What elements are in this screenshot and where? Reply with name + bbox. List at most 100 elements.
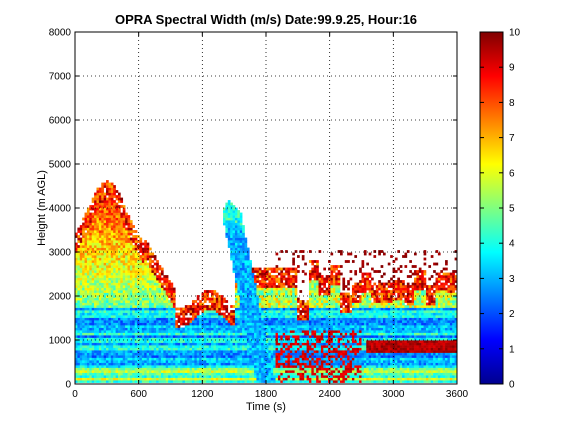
heatmap-cell [141, 300, 145, 303]
heatmap-cell [230, 215, 233, 218]
heatmap-cell [225, 325, 229, 328]
heatmap-cell [242, 337, 245, 341]
heatmap-cell [129, 310, 133, 313]
heatmap-cell [141, 310, 145, 313]
heatmap-cell [244, 250, 248, 253]
heatmap-cell [96, 365, 100, 368]
heatmap-cell [246, 372, 250, 376]
heatmap-cell [75, 355, 78, 358]
heatmap-cell [122, 277, 126, 281]
heatmap-cell [292, 300, 295, 303]
heatmap-cell [175, 335, 178, 338]
heatmap-cell [110, 252, 114, 256]
heatmap-cell [110, 275, 114, 278]
heatmap-cell [194, 307, 198, 311]
heatmap-cell [251, 315, 255, 318]
heatmap-cell [96, 225, 100, 228]
heatmap-cell [237, 372, 241, 376]
heatmap-cell [203, 305, 207, 308]
heatmap-cell [261, 372, 264, 376]
heatmap-cell [203, 292, 207, 296]
heatmap-cell [129, 367, 133, 371]
heatmap-cell [120, 252, 124, 256]
heatmap-cell [239, 367, 243, 371]
heatmap-cell [289, 285, 293, 288]
heatmap-cell [249, 370, 252, 373]
heatmap-cell [273, 290, 276, 293]
heatmap-cell [117, 300, 121, 303]
heatmap-cell [113, 280, 116, 283]
heatmap-cell [117, 350, 121, 353]
heatmap-cell [301, 255, 305, 258]
heatmap-cell [275, 325, 279, 328]
heatmap-cell [113, 255, 116, 258]
heatmap-cell [280, 285, 284, 288]
heatmap-cell [141, 327, 145, 331]
heatmap-cell [266, 295, 269, 298]
heatmap-cell [160, 372, 164, 376]
heatmap-cell [141, 307, 145, 311]
heatmap-cell [117, 312, 121, 316]
heatmap-cell [251, 345, 255, 348]
heatmap-cell [237, 285, 241, 288]
heatmap-cell [120, 285, 124, 288]
heatmap-cell [117, 330, 121, 333]
heatmap-cell [297, 332, 300, 336]
heatmap-cell [153, 340, 157, 343]
heatmap-cell [156, 282, 159, 286]
heatmap-cell [96, 295, 100, 298]
heatmap-cell [149, 252, 152, 256]
heatmap-cell [137, 257, 140, 261]
heatmap-cell [89, 330, 93, 333]
heatmap-cell [191, 367, 195, 371]
heatmap-cell [115, 227, 119, 231]
heatmap-cell [201, 360, 205, 363]
heatmap-cell [129, 332, 133, 336]
heatmap-cell [77, 300, 81, 303]
heatmap-cell [287, 292, 291, 296]
heatmap-cell [282, 282, 286, 286]
heatmap-cell [227, 330, 231, 333]
heatmap-cell [153, 287, 157, 291]
heatmap-cell [141, 297, 145, 301]
heatmap-cell [113, 267, 116, 271]
heatmap-cell [213, 352, 217, 356]
heatmap-cell [165, 360, 169, 363]
heatmap-cell [280, 290, 284, 293]
heatmap-cell [163, 342, 167, 346]
heatmap-cell [213, 315, 217, 318]
heatmap-cell [91, 262, 95, 266]
heatmap-cell [299, 332, 303, 336]
heatmap-cell [113, 297, 116, 301]
heatmap-cell [223, 370, 226, 373]
heatmap-cell [139, 257, 143, 261]
heatmap-cell [103, 235, 107, 238]
heatmap-cell [292, 347, 295, 351]
heatmap-cell [106, 307, 109, 311]
heatmap-cell [103, 327, 107, 331]
heatmap-cell [206, 295, 209, 298]
heatmap-cell [180, 365, 183, 368]
heatmap-cell [117, 280, 121, 283]
heatmap-cell [132, 380, 135, 383]
heatmap-cell [108, 225, 112, 228]
heatmap-cell [285, 297, 288, 301]
heatmap-cell [89, 217, 93, 221]
heatmap-cell [91, 282, 95, 286]
heatmap-cell [134, 310, 138, 313]
heatmap-cell [106, 335, 109, 338]
heatmap-cell [275, 345, 279, 348]
heatmap-cell [242, 225, 245, 228]
heatmap-cell [237, 295, 241, 298]
heatmap-cell [98, 195, 102, 198]
heatmap-cell [282, 267, 286, 271]
heatmap-cell [242, 267, 245, 271]
heatmap-cell [175, 340, 178, 343]
heatmap-cell [273, 285, 276, 288]
heatmap-cell [108, 267, 112, 271]
heatmap-cell [129, 297, 133, 301]
heatmap-cell [96, 220, 100, 223]
heatmap-cell [251, 327, 255, 331]
heatmap-cell [201, 322, 205, 326]
heatmap-cell [189, 320, 193, 323]
